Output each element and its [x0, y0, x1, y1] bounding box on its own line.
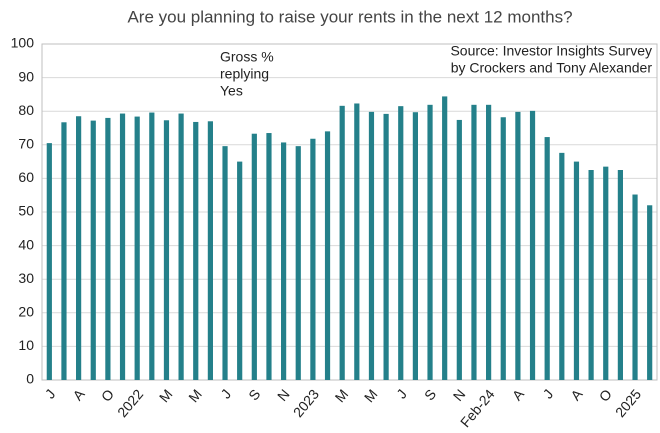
bar: [266, 133, 272, 380]
bar: [207, 121, 213, 380]
y-tick-label: 10: [18, 337, 34, 353]
x-tick-label: O: [596, 386, 615, 405]
bar: [500, 117, 506, 381]
bar: [529, 110, 536, 380]
bar: [61, 122, 67, 381]
bar: [632, 194, 638, 380]
x-tick-label: M: [156, 386, 176, 405]
bar: [193, 121, 199, 381]
annotation: Source: Investor Insights Survey: [450, 43, 652, 59]
bar: [222, 146, 228, 380]
x-tick-label: 2023: [290, 386, 322, 420]
bar: [647, 205, 653, 380]
x-tick-label: O: [98, 386, 117, 405]
x-tick-label: A: [69, 386, 88, 404]
bar: [544, 137, 550, 380]
bar: [251, 133, 257, 380]
x-tick-label: J: [42, 386, 59, 402]
bar: [178, 113, 184, 380]
x-tick-label: M: [361, 386, 381, 405]
bar: [339, 105, 345, 380]
bar: [588, 170, 594, 380]
bar: [486, 104, 492, 380]
y-tick-label: 100: [11, 35, 35, 51]
x-tick-label: A: [567, 386, 586, 404]
bar: [368, 111, 375, 380]
bar: [310, 138, 316, 380]
bar: [105, 117, 111, 381]
bar: [442, 96, 448, 380]
annotation: Yes: [220, 83, 243, 99]
y-tick-label: 80: [18, 102, 34, 118]
annotation: replying: [220, 66, 269, 82]
y-tick-label: 70: [18, 136, 34, 152]
y-tick-label: 0: [26, 371, 34, 387]
x-tick-label: J: [540, 386, 557, 402]
bar: [603, 166, 609, 380]
bar: [295, 146, 301, 380]
y-tick-label: 60: [18, 169, 34, 185]
x-tick-label: J: [393, 386, 410, 402]
x-tick-label: 2022: [114, 386, 146, 420]
y-tick-label: 30: [18, 270, 34, 286]
x-tick-label: J: [217, 386, 234, 402]
bar: [573, 161, 580, 380]
y-tick-label: 50: [18, 203, 34, 219]
bar: [281, 142, 287, 380]
bar: [383, 113, 389, 380]
bar: [559, 152, 565, 380]
bar: [456, 119, 462, 380]
x-tick-label: N: [274, 386, 293, 404]
x-tick-label: N: [450, 386, 469, 404]
annotation: Gross %: [220, 49, 274, 65]
y-tick-label: 90: [18, 68, 34, 84]
bar: [90, 120, 96, 380]
chart-title: Are you planning to raise your rents in …: [127, 7, 572, 26]
x-tick-label: S: [245, 386, 263, 403]
bar: [617, 170, 623, 380]
x-tick-label: M: [332, 386, 352, 405]
bar: [412, 112, 418, 380]
x-tick-label: M: [185, 386, 205, 405]
x-tick-label: 2025: [612, 386, 644, 420]
y-tick-label: 20: [18, 304, 34, 320]
bar: [354, 103, 360, 381]
bar: [46, 143, 52, 380]
bar: [427, 104, 433, 380]
x-tick-label: A: [509, 386, 528, 404]
bar: [119, 113, 126, 380]
bar: [324, 131, 331, 380]
bar: [149, 112, 155, 380]
bar: [515, 111, 521, 380]
annotation: by Crockers and Tony Alexander: [451, 60, 653, 76]
bar: [471, 104, 477, 380]
bar: [163, 120, 170, 380]
bar: [76, 116, 82, 381]
bar: [134, 116, 140, 381]
bar: [237, 161, 243, 380]
plot-border: [41, 43, 658, 381]
x-tick-label: S: [421, 386, 439, 403]
y-tick-label: 40: [18, 236, 34, 252]
bar: [398, 106, 404, 380]
